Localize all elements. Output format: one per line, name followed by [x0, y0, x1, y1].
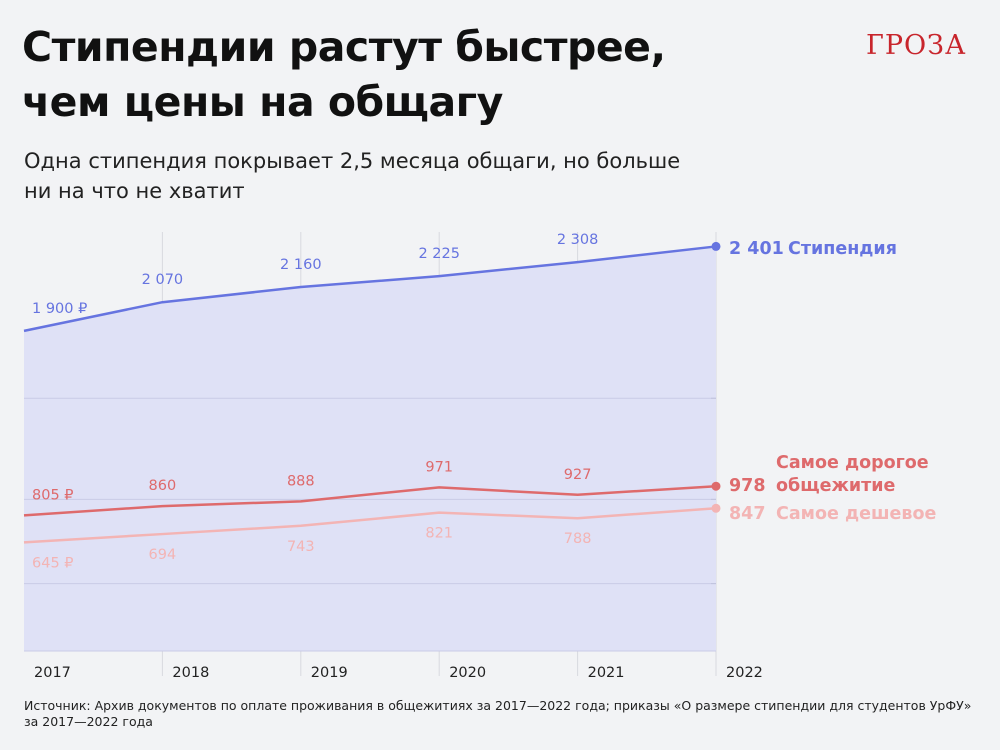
x-tick-label: 2018: [172, 665, 209, 681]
x-tick-label: 2021: [588, 665, 625, 681]
brand-logo: ГРОЗА: [866, 30, 967, 61]
data-label-expensive: 860: [149, 478, 177, 494]
data-label-cheap: 645 ₽: [32, 555, 74, 571]
series-name-line: Самое дорогое: [776, 453, 929, 473]
data-label-stipend: 2 308: [557, 232, 599, 248]
end-value-cheap: 847: [729, 504, 766, 524]
data-label-expensive: 888: [287, 473, 315, 489]
data-label-stipend: 2 225: [418, 246, 460, 262]
data-label-expensive: 927: [564, 467, 592, 483]
data-label-stipend: 2 160: [280, 257, 322, 273]
title-line-1: Стипендии растут быстрее,: [22, 23, 666, 71]
stipend-area: [24, 246, 716, 651]
end-value-expensive: 978: [729, 476, 766, 496]
end-point-stipend: [711, 241, 721, 251]
x-tick-label: 2020: [449, 665, 486, 681]
series-name-expensive: Самое дорогое общежитие: [776, 453, 929, 496]
data-label-cheap: 821: [425, 526, 453, 542]
data-label-stipend: 2 070: [142, 272, 184, 288]
series-line-stipend: [23, 245, 717, 333]
data-label-stipend: 1 900 ₽: [32, 301, 87, 317]
chart-title: Стипендии растут быстрее, чем цены на об…: [22, 20, 782, 130]
x-tick-label: 2022: [726, 665, 763, 681]
subtitle-line-2: ни на что не хватит: [24, 179, 245, 203]
subtitle-line-1: Одна стипендия покрывает 2,5 месяца обща…: [24, 149, 681, 173]
series-name-line: общежитие: [776, 476, 896, 496]
end-point-cheap: [711, 503, 721, 513]
end-value-stipend: 2 401: [729, 239, 784, 259]
x-tick-label: 2017: [34, 665, 71, 681]
title-line-2: чем цены на общагу: [22, 78, 503, 126]
series-line-expensive: [23, 484, 717, 517]
chart-subtitle: Одна стипендия покрывает 2,5 месяца обща…: [24, 146, 784, 206]
x-tick-label: 2019: [311, 665, 348, 681]
end-point-expensive: [711, 481, 721, 491]
data-label-expensive: 805 ₽: [32, 487, 74, 503]
series-line-cheap: [23, 507, 717, 544]
data-label-cheap: 788: [564, 531, 592, 547]
series-name-cheap: Самое дешевое: [776, 504, 936, 524]
data-label-cheap: 694: [149, 547, 177, 563]
source-note: Источник: Архив документов по оплате про…: [24, 698, 972, 729]
series-name-stipend: Стипендия: [788, 239, 897, 259]
data-label-expensive: 971: [425, 459, 453, 475]
data-label-cheap: 743: [287, 539, 315, 555]
